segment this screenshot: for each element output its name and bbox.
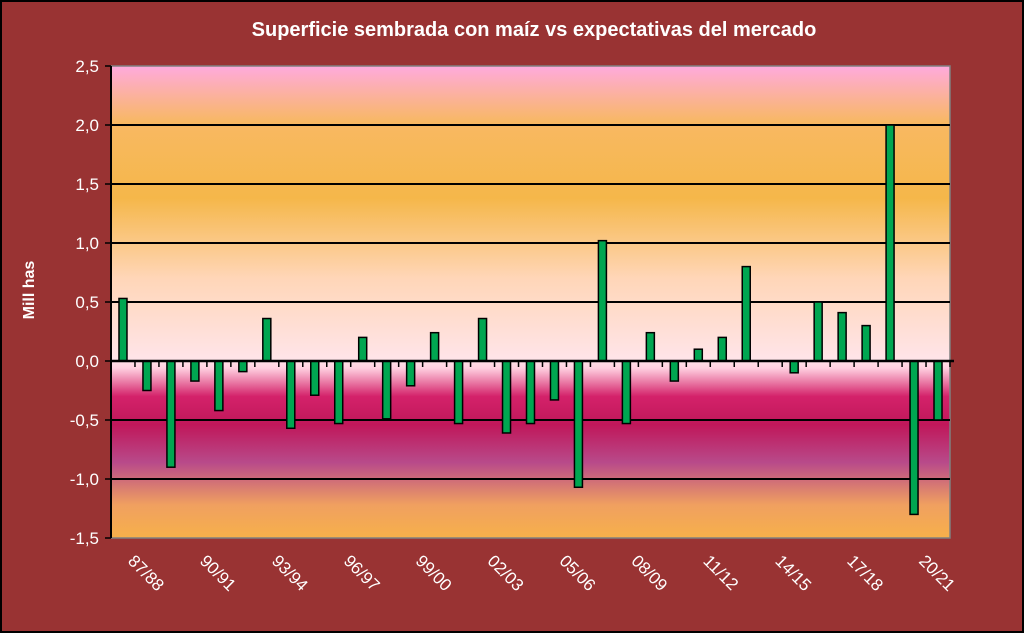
bar [813,301,823,362]
x-tick-labels: 87/88 90/91 93/94 96/97 99/00 02/03 05/06 08/09… [124,551,959,595]
x-tick-label: 02/03 [484,551,528,595]
y-tick-label: -1,5 [70,529,99,548]
x-tick-label: 99/00 [412,551,456,595]
x-tick-label: 08/09 [628,551,672,595]
bar [501,360,512,434]
bar [933,360,943,421]
y-tick-label: 0,0 [75,352,99,371]
bar [645,331,656,362]
bar [861,324,871,362]
bar [381,360,392,420]
bar [525,360,536,425]
bar [310,360,320,396]
bar [142,360,152,392]
chart-title: Superficie sembrada con maíz vs expectat… [251,19,817,41]
bar [837,311,847,362]
bar [429,331,440,362]
x-tick-label: 17/18 [843,551,887,595]
x-tick-label: 90/91 [196,551,240,595]
bar [717,336,728,362]
x-tick-label: 96/97 [340,551,384,595]
y-tick-label: 1,5 [75,175,99,194]
x-tick-label: 14/15 [771,551,815,595]
y-tick-label: 1,0 [75,234,99,253]
bar [477,317,488,362]
x-tick-label: 93/94 [268,551,312,595]
bar [357,336,368,362]
bar [885,124,895,362]
bar [549,360,560,401]
bar [238,360,248,373]
y-tick-label: 0,5 [75,293,99,312]
y-tick-label: -0,5 [70,411,99,430]
x-tick-label: 20/21 [915,551,959,595]
bar [669,360,680,382]
bar [262,317,272,362]
x-tick-label: 11/12 [699,551,742,594]
bar [214,360,224,412]
axes [105,65,954,539]
bar [453,360,464,425]
x-tick-label: 87/88 [124,551,168,595]
x-tick-label: 05/06 [556,551,600,595]
bar [166,360,176,468]
bar [741,265,751,362]
bar [789,360,799,374]
bar [405,360,416,387]
y-tick-label: 2,0 [75,116,99,135]
y-tick-labels: 2,5 2,0 1,5 1,0 0,5 0,0 -0,5 -1,0 -1,5 [70,57,99,548]
bar [597,239,608,362]
bar [118,297,128,362]
bar [909,360,919,516]
bar [286,360,296,430]
bar [693,348,704,362]
bar [190,360,200,382]
y-tick-label: -1,0 [70,470,99,489]
bar [621,360,632,425]
y-tick-label: 2,5 [75,57,99,76]
bar [573,360,584,489]
bar [333,360,344,425]
